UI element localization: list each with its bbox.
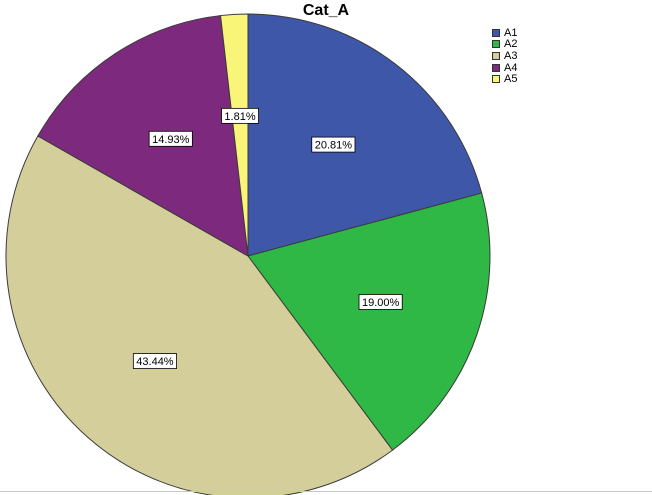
legend-swatch bbox=[492, 75, 500, 84]
pie-label-a3: 43.44% bbox=[132, 353, 177, 369]
pie-slice-a4 bbox=[37, 15, 249, 257]
pie-label-text-a5: 1.81% bbox=[224, 111, 255, 123]
legend-label: A5 bbox=[504, 73, 518, 86]
pie-slice-a3 bbox=[5, 135, 394, 495]
legend-swatch bbox=[492, 63, 500, 72]
legend-item-a1: A1 bbox=[492, 27, 517, 39]
legend-item-a3: A3 bbox=[492, 50, 517, 62]
legend-swatch bbox=[492, 40, 500, 49]
legend-item-a4: A4 bbox=[492, 62, 517, 74]
pie-label-a2: 19.00% bbox=[358, 294, 403, 310]
legend-swatch bbox=[492, 28, 500, 37]
pie-slices bbox=[5, 13, 491, 495]
pie-label-a4: 14.93% bbox=[148, 130, 193, 147]
legend-item-a5: A5 bbox=[492, 73, 517, 85]
legend-label: A4 bbox=[504, 61, 518, 74]
pie-label-a1: 20.81% bbox=[311, 136, 356, 153]
legend-label: A2 bbox=[504, 38, 518, 51]
chart-title: Cat_A bbox=[302, 2, 350, 19]
pie-label-a5: 1.81% bbox=[221, 107, 259, 124]
pie-slice-a2 bbox=[247, 192, 491, 451]
pie-slice-a1 bbox=[247, 13, 483, 257]
legend-swatch bbox=[492, 51, 500, 60]
pie-slice-a5 bbox=[219, 13, 249, 257]
pie-label-text-a4: 14.93% bbox=[152, 134, 190, 146]
pie-label-text-a1: 20.81% bbox=[315, 140, 353, 152]
legend-label: A3 bbox=[504, 49, 518, 62]
bottom-divider bbox=[0, 491, 652, 492]
legend-label: A1 bbox=[504, 26, 518, 39]
pie-label-text-a3: 43.44% bbox=[136, 356, 174, 368]
pie-labels: 20.81% 19.00% 43.44% 14.93% 1.81% bbox=[132, 107, 403, 369]
legend: A1 A2 A3 A4 A5 bbox=[492, 27, 517, 85]
pie-label-text-a2: 19.00% bbox=[362, 297, 400, 309]
legend-item-a2: A2 bbox=[492, 38, 518, 51]
